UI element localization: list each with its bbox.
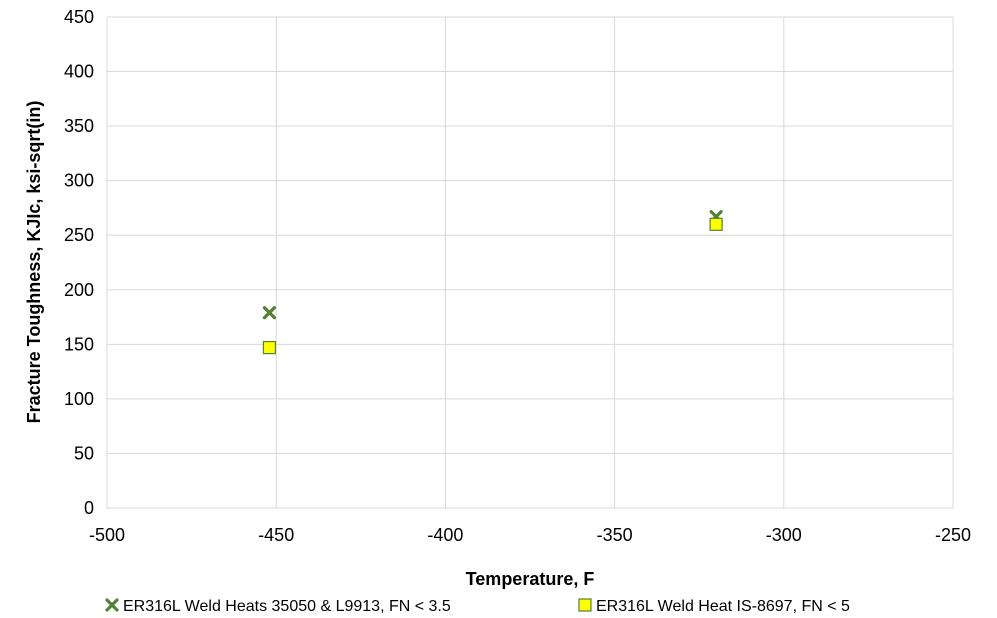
data-points [262, 210, 723, 355]
legend-label: ER316L Weld Heat IS-8697, FN < 5 [596, 598, 850, 615]
y-tick-label: 50 [74, 443, 94, 463]
x-tick-label: -350 [597, 525, 633, 545]
y-axis-title: Fracture Toughness, KJIc, ksi-sqrt(in) [24, 101, 44, 424]
legend: ER316L Weld Heats 35050 & L9913, FN < 3.… [105, 598, 850, 615]
y-tick-label: 0 [84, 498, 94, 518]
x-tick-label: -400 [427, 525, 463, 545]
y-tick-label: 450 [64, 7, 94, 27]
data-point [709, 217, 723, 231]
data-point [262, 341, 277, 355]
y-tick-label: 400 [64, 62, 94, 82]
y-tick-label: 150 [64, 334, 94, 354]
gridlines [106, 16, 954, 509]
legend-label: ER316L Weld Heats 35050 & L9913, FN < 3.… [123, 598, 451, 615]
y-tick-label: 350 [64, 116, 94, 136]
y-tick-label: 200 [64, 280, 94, 300]
tick-labels: 0 50 100 150 200 250 300 350 400 450 -500 -450 -400 -… [64, 7, 971, 545]
x-tick-label: -500 [89, 525, 125, 545]
x-axis-title: Temperature, F [466, 569, 595, 589]
x-tick-label: -450 [258, 525, 294, 545]
plot-area [106, 16, 954, 509]
legend-marker [105, 598, 119, 612]
data-point [262, 306, 277, 320]
legend-marker [578, 598, 592, 612]
y-tick-label: 100 [64, 389, 94, 409]
x-tick-label: -250 [935, 525, 971, 545]
y-tick-label: 250 [64, 225, 94, 245]
x-tick-label: -300 [766, 525, 802, 545]
y-tick-label: 300 [64, 171, 94, 191]
